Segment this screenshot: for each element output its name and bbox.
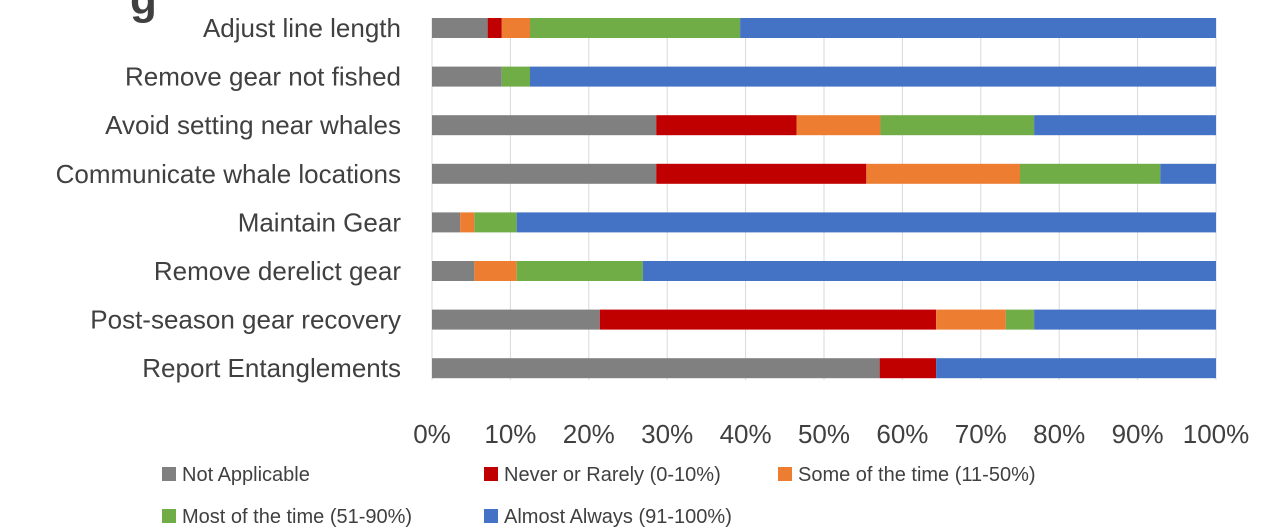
bar-segment-3-0: [432, 163, 657, 184]
cropped-title-fragment: g: [130, 0, 157, 24]
category-label: Adjust line length: [203, 13, 401, 43]
legend-label: Most of the time (51-90%): [182, 506, 412, 528]
legend-swatch: [484, 509, 498, 523]
bar-segment-6-4: [1034, 309, 1216, 330]
category-labels: Adjust line length Remove gear not fished…: [56, 13, 402, 383]
svg-text:g: g: [130, 0, 157, 24]
bar-segment-5-4: [642, 261, 1216, 281]
bar-segment-0-0: [432, 18, 488, 38]
bar-segment-7-1: [879, 358, 937, 379]
legend-label: Almost Always (91-100%): [504, 506, 732, 528]
bar-segment-6-2: [936, 309, 1006, 330]
x-tick-label: 20%: [563, 419, 615, 449]
bar-segment-4-4: [516, 212, 1216, 233]
x-tick-label: 40%: [720, 419, 772, 449]
bar-segment-0-1: [487, 18, 502, 38]
legend-label: Not Applicable: [182, 464, 310, 486]
bars: [432, 18, 1216, 379]
legend-swatch: [162, 509, 176, 523]
x-tick-label: 100%: [1183, 419, 1250, 449]
x-tick-label: 60%: [876, 419, 928, 449]
category-label: Avoid setting near whales: [105, 110, 401, 140]
bar-segment-1-4: [530, 66, 1216, 87]
bar-segment-2-1: [656, 115, 797, 136]
legend-label: Never or Rarely (0-10%): [504, 464, 721, 486]
bar-segment-0-3: [530, 18, 741, 38]
legend-swatch: [484, 467, 498, 481]
bar-segment-4-3: [474, 212, 517, 233]
category-label: Maintain Gear: [238, 207, 402, 237]
bar-segment-3-3: [1020, 163, 1161, 184]
bar-segment-6-0: [432, 309, 600, 330]
bar-segment-1-0: [432, 66, 502, 87]
x-tick-label: 80%: [1033, 419, 1085, 449]
x-tick-label: 70%: [955, 419, 1007, 449]
x-tick-label: 90%: [1112, 419, 1164, 449]
bar-segment-5-2: [474, 261, 517, 281]
bar-segment-7-0: [432, 358, 880, 379]
bar-segment-2-0: [432, 115, 657, 136]
bar-segment-4-0: [432, 212, 461, 233]
x-axis-tick-labels: 0% 10% 20% 30% 40% 50% 60% 70% 80% 90% 100%: [413, 419, 1249, 449]
bar-segment-6-1: [599, 309, 937, 330]
category-label: Remove gear not fished: [125, 62, 401, 92]
legend-swatch: [778, 467, 792, 481]
bar-segment-7-4: [936, 358, 1216, 379]
bar-segment-1-3: [501, 66, 530, 87]
bar-segment-2-4: [1034, 115, 1216, 136]
x-tick-label: 30%: [641, 419, 693, 449]
bar-segment-5-3: [516, 261, 643, 281]
x-tick-label: 50%: [798, 419, 850, 449]
bar-segment-3-1: [656, 163, 867, 184]
x-tick-label: 10%: [484, 419, 536, 449]
category-label: Report Entanglements: [142, 353, 401, 383]
bar-segment-6-3: [1005, 309, 1035, 330]
bar-segment-3-2: [866, 163, 1020, 184]
bar-segment-3-4: [1160, 163, 1216, 184]
bar-segment-4-2: [460, 212, 475, 233]
bar-segment-0-2: [501, 18, 530, 38]
legend-label: Some of the time (11-50%): [798, 464, 1036, 486]
bar-segment-0-4: [740, 18, 1216, 38]
bar-segment-2-2: [796, 115, 881, 136]
category-label: Communicate whale locations: [56, 159, 401, 189]
bar-segment-5-0: [432, 261, 475, 281]
x-tick-label: 0%: [413, 419, 451, 449]
legend: Not Applicable Never or Rarely (0-10%) Som…: [162, 464, 1036, 528]
legend-swatch: [162, 467, 176, 481]
bar-segment-2-3: [880, 115, 1035, 136]
category-label: Remove derelict gear: [154, 256, 401, 286]
category-label: Post-season gear recovery: [90, 305, 401, 335]
